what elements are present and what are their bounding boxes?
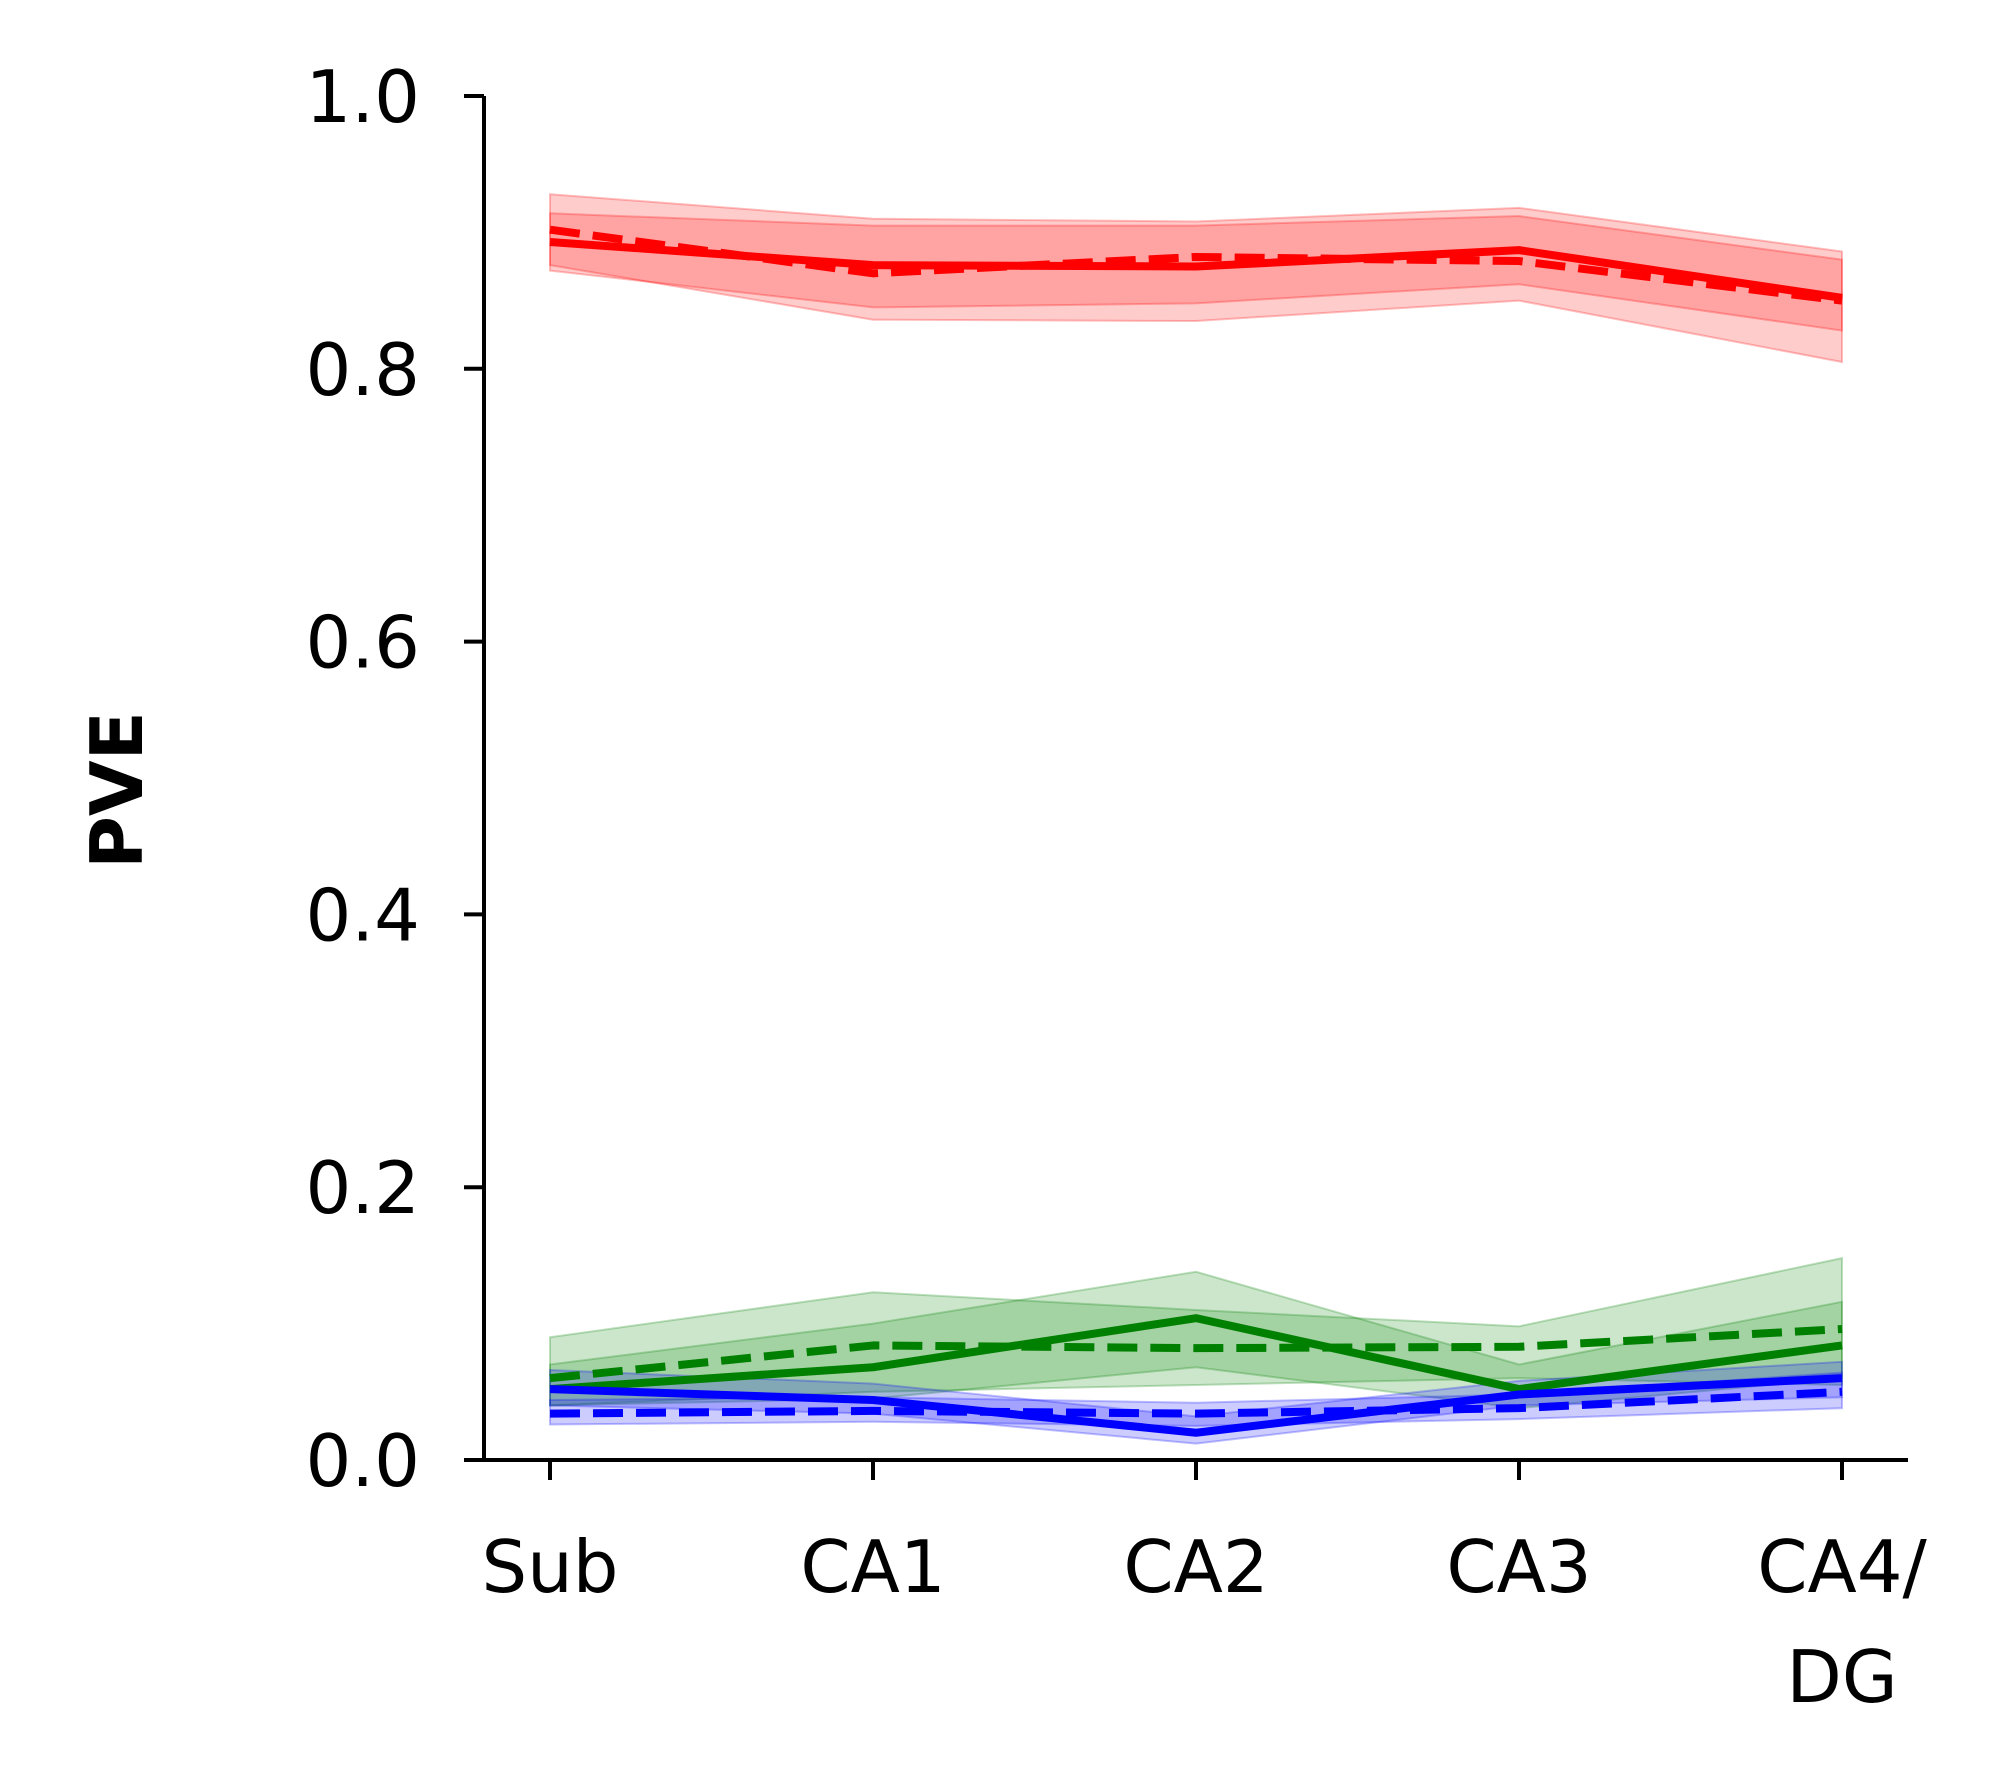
confidence-band <box>549 193 1843 364</box>
y-tick-label: 0.0 <box>305 1419 420 1503</box>
confidence-bands <box>549 193 1843 1445</box>
y-tick-label: 0.8 <box>305 328 420 412</box>
x-tick-label: CA1 <box>800 1525 945 1609</box>
series-line <box>549 1387 1843 1418</box>
x-tick-label: CA3 <box>1446 1525 1591 1609</box>
y-tick-label: 0.4 <box>305 873 420 957</box>
series-line <box>549 1325 1843 1383</box>
x-ticks: Sub CA1 CA2 CA3 CA4/DG <box>481 1460 1928 1719</box>
y-tick-label: 0.2 <box>305 1146 420 1230</box>
y-tick-label: 0.6 <box>305 601 420 685</box>
series-lines <box>549 225 1843 1437</box>
y-tick-label: 1.0 <box>305 55 420 139</box>
series-line <box>549 1374 1843 1437</box>
series-line <box>549 225 1843 305</box>
series-line <box>549 1314 1843 1394</box>
x-tick-label: CA4/DG <box>1757 1525 1927 1719</box>
y-ticks: 0.0 0.2 0.4 0.6 0.8 1.0 <box>305 55 484 1503</box>
x-tick-label: CA2 <box>1123 1525 1268 1609</box>
confidence-band <box>549 212 1843 332</box>
y-axis-label: PVE <box>75 711 159 869</box>
x-tick-label: Sub <box>481 1525 618 1609</box>
